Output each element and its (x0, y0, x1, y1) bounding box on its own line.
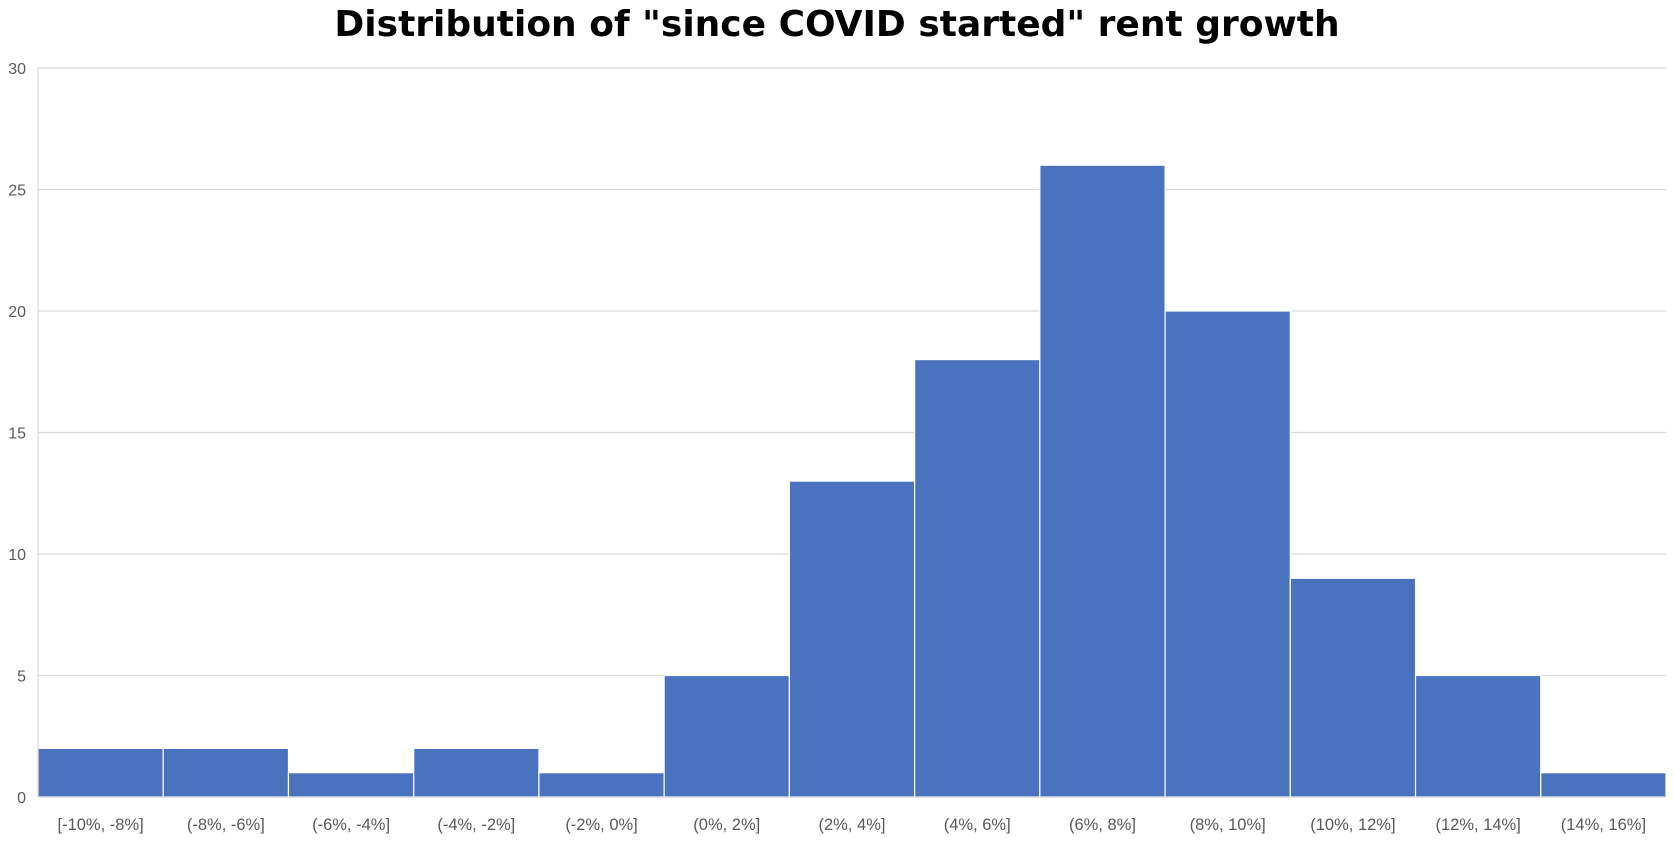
bar-6 (788, 480, 916, 798)
x-tick-label-4: (-2%, 0%] (565, 816, 637, 834)
x-tick-label-8: (6%, 8%] (1069, 816, 1136, 834)
bar-9 (1164, 310, 1291, 798)
x-tick-labels: [-10%, -8%] (-8%, -6%] (-6%, -4%] (-4%, -2%… (58, 816, 1647, 834)
bar-3 (413, 747, 540, 798)
x-tick-label-5: (0%, 2%] (693, 816, 760, 834)
x-tick-label-12: (14%, 16%] (1561, 816, 1646, 834)
y-tick-label-5: 5 (17, 669, 26, 686)
y-tick-label-25: 25 (8, 183, 26, 200)
bar-4 (538, 772, 665, 798)
y-tick-label-15: 15 (8, 426, 26, 443)
x-tick-label-0: [-10%, -8%] (58, 816, 144, 834)
bar-2 (287, 772, 415, 798)
bar-11 (1414, 674, 1542, 798)
bar-12 (1540, 772, 1667, 798)
bar-0 (37, 747, 164, 798)
y-tick-label-0: 0 (17, 790, 26, 807)
x-tick-label-7: (4%, 6%] (944, 816, 1011, 834)
y-tick-label-30: 30 (8, 61, 26, 78)
bar-8 (1039, 164, 1166, 798)
x-tick-label-6: (2%, 4%] (819, 816, 886, 834)
bar-5 (663, 674, 790, 798)
bar-10 (1289, 577, 1417, 798)
x-tick-label-11: (12%, 14%] (1436, 816, 1521, 834)
x-tick-label-1: (-8%, -6%] (187, 816, 265, 834)
bars (37, 164, 1667, 798)
axes (37, 68, 1666, 798)
x-tick-label-2: (-6%, -4%] (312, 816, 390, 834)
bar-1 (162, 747, 290, 798)
y-tick-label-10: 10 (8, 547, 26, 564)
y-tick-label-20: 20 (8, 304, 26, 321)
x-tick-label-10: (10%, 12%] (1310, 816, 1395, 834)
y-tick-labels: 0 5 10 15 20 25 30 (8, 61, 26, 807)
x-tick-label-9: (8%, 10%] (1190, 816, 1266, 834)
x-tick-label-3: (-4%, -2%] (437, 816, 515, 834)
bar-7 (914, 359, 1041, 798)
chart-title: Distribution of "since COVID started" re… (334, 4, 1340, 45)
